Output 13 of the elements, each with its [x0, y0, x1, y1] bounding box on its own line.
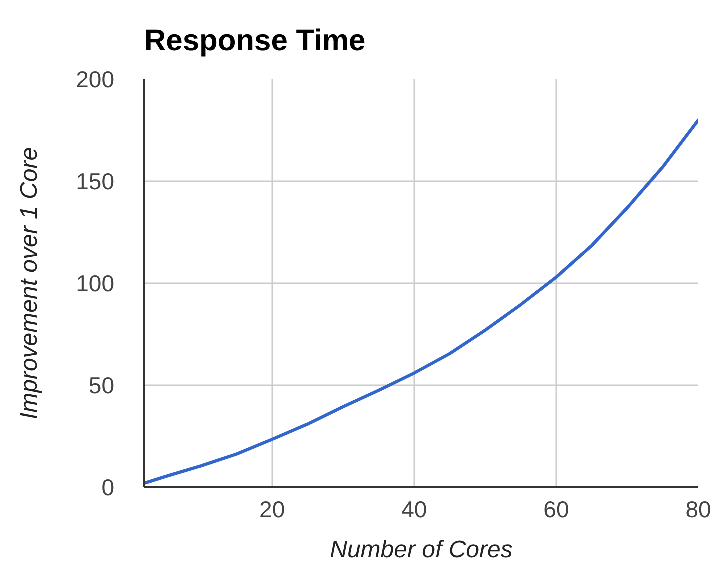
y-tick-label: 50 — [88, 372, 115, 398]
chart-title: Response Time — [144, 24, 366, 58]
y-tick-label: 100 — [76, 270, 114, 296]
x-tick-label: 40 — [402, 496, 428, 522]
x-axis-title: Number of Cores — [330, 536, 513, 564]
x-tick-label: 20 — [260, 496, 286, 522]
y-tick-label: 150 — [76, 168, 114, 194]
line-series — [144, 118, 698, 486]
x-tick-label: 80 — [686, 496, 712, 522]
y-tick-label: 0 — [102, 474, 115, 500]
y-tick-label: 200 — [76, 66, 114, 92]
y-axis-title: Improvement over 1 Core — [16, 147, 44, 420]
x-tick-label: 60 — [544, 496, 570, 522]
